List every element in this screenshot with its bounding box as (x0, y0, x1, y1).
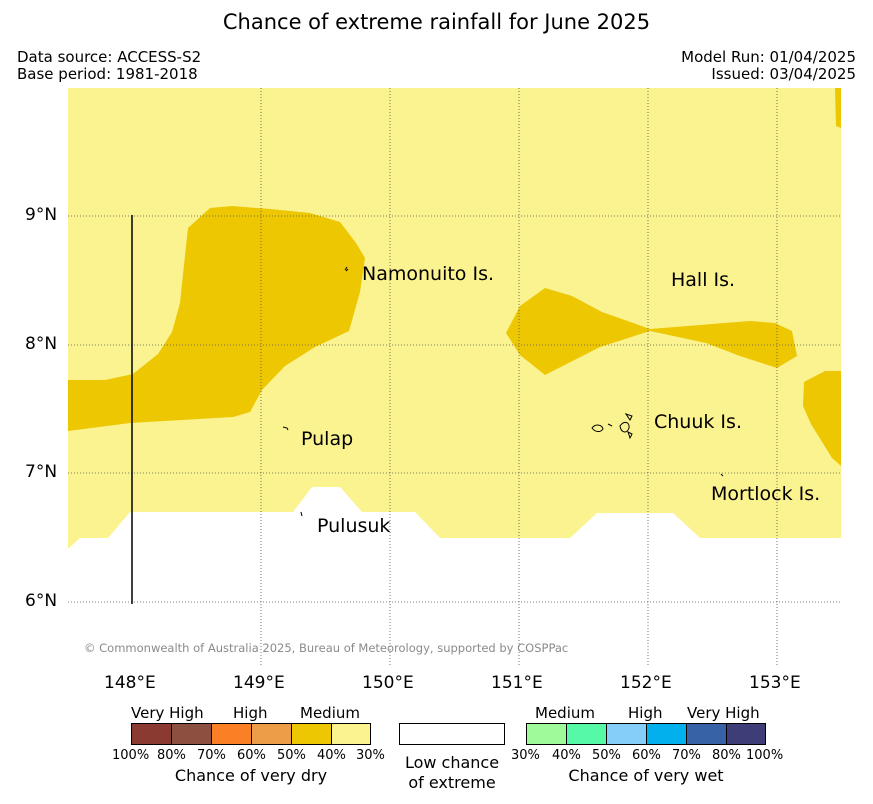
meta-left: Data source: ACCESS-S2 Base period: 1981… (17, 49, 201, 83)
legend-swatch (291, 723, 332, 745)
issued-text: Issued: 03/04/2025 (711, 65, 856, 83)
gridlines (68, 88, 841, 666)
base-period-text: Base period: 1981-2018 (17, 65, 198, 83)
legend-low-caption-line1: Low chance (404, 753, 500, 772)
lat-label: 9°N (25, 205, 58, 225)
legend-wet-category: Medium (535, 704, 595, 722)
region-dry-40-50-west (68, 206, 365, 431)
legend-swatch (726, 723, 766, 745)
legend-percent: 60% (632, 748, 661, 763)
lat-label: 8°N (25, 334, 58, 354)
legend-dry-caption: Chance of very dry (174, 766, 328, 785)
data-source-text: Data source: ACCESS-S2 (17, 48, 202, 66)
lat-label: 6°N (25, 591, 58, 611)
map-title: Chance of extreme rainfall for June 2025 (222, 10, 651, 34)
island-label-namonuito: Namonuito Is. (362, 263, 495, 285)
legend-percent: 50% (277, 748, 306, 763)
legend-percent: 40% (552, 748, 581, 763)
legend-low-caption-line2: of extreme (408, 773, 496, 792)
legend-dry-category: High (233, 704, 268, 722)
legend-wet-caption: Chance of very wet (568, 766, 724, 785)
legend-swatch (566, 723, 607, 745)
legend-swatch (526, 723, 567, 745)
legend-percent: 80% (712, 748, 741, 763)
legend-percent: 70% (672, 748, 701, 763)
region-dry-40-50-east (803, 371, 841, 466)
region-dry-40-50-hall (506, 288, 797, 375)
legend-swatch (331, 723, 371, 745)
legend-swatch (646, 723, 687, 745)
legend-swatch (686, 723, 727, 745)
legend-swatch (211, 723, 252, 745)
island-label-mortlock: Mortlock Is. (711, 483, 821, 505)
legend-wet-category: Very High (687, 704, 760, 722)
copyright-text: © Commonwealth of Australia 2025, Bureau… (84, 641, 569, 655)
legend-percent: 50% (592, 748, 621, 763)
legend-percent: 60% (237, 748, 266, 763)
model-run-text: Model Run: 01/04/2025 (681, 48, 856, 66)
legend-percent: 100% (746, 748, 784, 763)
legend-dry-category: Very High (131, 704, 204, 722)
legend-percent: 80% (157, 748, 186, 763)
island-label-hall: Hall Is. (671, 269, 736, 291)
legend-swatch (606, 723, 647, 745)
lon-label: 153°E (749, 673, 801, 693)
legend-dry-category: Medium (300, 704, 360, 722)
lon-label: 149°E (233, 673, 285, 693)
island-label-pulap: Pulap (301, 428, 354, 450)
lon-label: 152°E (620, 673, 672, 693)
lon-label: 151°E (491, 673, 543, 693)
legend-percent: 70% (197, 748, 226, 763)
legend-low-swatch (399, 723, 505, 745)
lon-label: 150°E (362, 673, 414, 693)
legend-percent: 30% (356, 748, 385, 763)
island-label-pulusuk: Pulusuk (317, 515, 391, 537)
meta-right: Model Run: 01/04/2025 Issued: 03/04/2025 (681, 49, 856, 83)
legend-wet-category: High (628, 704, 663, 722)
legend-swatch (251, 723, 292, 745)
lon-label: 148°E (104, 673, 156, 693)
island-label-chuuk: Chuuk Is. (654, 411, 742, 433)
region-dry-40-50-corner (835, 88, 841, 128)
legend-percent: 30% (511, 748, 540, 763)
legend-percent: 100% (112, 748, 150, 763)
legend-percent: 40% (317, 748, 346, 763)
legend-swatch (131, 723, 172, 745)
lat-label: 7°N (25, 462, 58, 482)
legend-swatch (171, 723, 212, 745)
island-outlines (282, 266, 724, 517)
